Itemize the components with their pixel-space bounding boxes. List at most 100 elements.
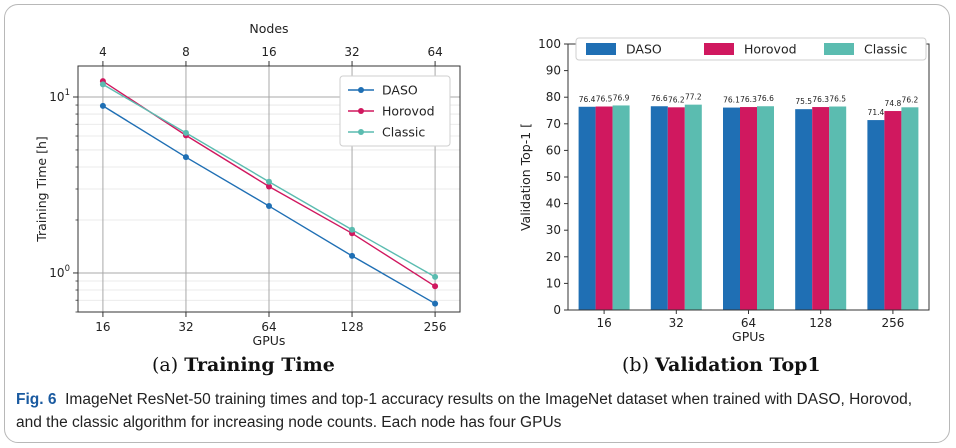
data-point-classic-0 <box>99 81 106 88</box>
caption-label: Fig. 6 <box>16 391 57 408</box>
data-point-classic-3 <box>349 226 356 233</box>
data-label-daso-64: 76.1 <box>723 96 740 105</box>
subcaption-b: (b) Validation Top1 <box>622 354 821 376</box>
data-label-horovod-32: 76.2 <box>668 95 685 104</box>
bar-classic-64 <box>757 106 774 310</box>
bar-horovod-256 <box>884 111 902 310</box>
x-tick-label-2: 64 <box>261 320 276 334</box>
x2-axis-label: Nodes <box>249 21 288 36</box>
data-point-daso-4 <box>432 300 439 307</box>
y-tick-label-4: 40 <box>546 197 561 211</box>
bar-daso-256 <box>867 120 885 311</box>
y-tick-label-9: 90 <box>546 64 561 78</box>
bar-daso-64 <box>723 107 740 310</box>
data-label-daso-16: 76.4 <box>579 95 596 104</box>
bar-horovod-16 <box>595 106 613 310</box>
y-tick-label-5: 50 <box>546 170 561 184</box>
bar-classic-32 <box>684 104 702 310</box>
subcaption-a-title: Training Time <box>184 354 335 376</box>
data-label-classic-32: 77.2 <box>685 93 702 102</box>
bar-horovod-64 <box>740 107 757 311</box>
y-axis-label: Validation Top-1 [ <box>518 123 533 231</box>
data-point-classic-2 <box>266 178 272 185</box>
x-tick-label-4: 256 <box>424 320 447 334</box>
x-tick-label-1: 32 <box>669 316 684 330</box>
y-tick-label-0: 100 <box>49 264 70 280</box>
figure-frame <box>4 4 950 443</box>
x-tick-label-4: 256 <box>881 316 904 330</box>
x2-tick-label-2: 16 <box>261 45 276 59</box>
y-tick-label-1: 101 <box>49 88 70 104</box>
bar-classic-16 <box>612 105 630 310</box>
data-point-horovod-2 <box>266 183 272 190</box>
legend-label-horovod: Horovod <box>382 104 435 119</box>
y-tick-label-7: 70 <box>546 117 561 131</box>
legend-swatch-daso <box>586 43 616 55</box>
plot-frame <box>77 65 461 313</box>
legend-label-daso: DASO <box>626 42 662 57</box>
x-tick-label-3: 128 <box>341 320 364 334</box>
legend-box <box>339 75 451 147</box>
data-point-daso-3 <box>349 252 356 259</box>
data-label-daso-32: 76.6 <box>651 94 668 103</box>
data-label-horovod-256: 74.8 <box>885 99 902 108</box>
legend-marker-classic <box>358 129 364 135</box>
x2-tick-label-1: 8 <box>182 45 190 59</box>
caption-text: ImageNet ResNet-50 training times and to… <box>16 391 913 431</box>
y-tick-label-1: 10 <box>546 276 561 290</box>
legend-marker-daso <box>358 87 364 93</box>
bar-classic-256 <box>901 107 919 310</box>
subcaption-b-prefix: (b) <box>622 354 649 376</box>
legend-swatch-horovod <box>704 43 734 55</box>
legend-label-classic: Classic <box>864 42 907 57</box>
bar-horovod-128 <box>812 107 830 311</box>
y-tick-label-6: 60 <box>546 143 561 157</box>
legend-label-classic: Classic <box>382 125 425 140</box>
data-label-classic-256: 76.2 <box>902 95 919 104</box>
data-point-classic-1 <box>182 129 189 136</box>
data-label-horovod-128: 76.3 <box>812 95 829 104</box>
y-tick-label-3: 30 <box>546 223 561 237</box>
x-tick-label-0: 16 <box>95 320 110 334</box>
y-tick-label-8: 80 <box>546 90 561 104</box>
legend-swatch-classic <box>824 43 854 55</box>
bar-daso-32 <box>650 106 668 310</box>
x2-tick-label-4: 64 <box>427 45 442 59</box>
training-time-chart: 10010116432864161283225664GPUsNodesTrain… <box>34 21 461 348</box>
x2-tick-label-0: 4 <box>99 45 107 59</box>
data-label-classic-128: 76.5 <box>829 95 846 104</box>
data-label-horovod-16: 76.5 <box>596 95 613 104</box>
y-tick-label-0: 0 <box>553 303 561 317</box>
x-tick-label-3: 128 <box>809 316 832 330</box>
x-tick-label-2: 64 <box>741 316 756 330</box>
subcaption-b-title: Validation Top1 <box>655 354 821 376</box>
legend-marker-horovod <box>358 108 364 114</box>
subcaption-a: (a) Training Time <box>152 354 335 376</box>
data-label-daso-256: 71.4 <box>868 108 885 117</box>
data-label-classic-64: 76.6 <box>757 94 774 103</box>
data-label-daso-128: 75.5 <box>795 97 812 106</box>
subcaption-a-prefix: (a) <box>152 354 179 376</box>
data-point-daso-1 <box>182 154 189 161</box>
data-label-classic-16: 76.9 <box>613 93 630 102</box>
x-axis-label: GPUs <box>732 329 765 344</box>
data-point-classic-4 <box>432 273 439 280</box>
legend-label-daso: DASO <box>382 83 418 98</box>
x-tick-label-1: 32 <box>178 320 193 334</box>
y-axis-label: Training Time [h] <box>34 136 49 243</box>
bar-daso-16 <box>578 106 596 310</box>
data-label-horovod-64: 76.3 <box>740 95 757 104</box>
data-point-daso-0 <box>99 102 106 109</box>
data-point-daso-2 <box>266 203 272 210</box>
figure-caption: Fig. 6 ImageNet ResNet-50 training times… <box>16 388 941 434</box>
y-tick-label-2: 20 <box>546 250 561 264</box>
x2-tick-label-3: 32 <box>344 45 359 59</box>
bar-horovod-32 <box>667 107 685 310</box>
y-tick-label-10: 100 <box>538 37 561 51</box>
bar-daso-128 <box>795 109 813 310</box>
x-axis-label: GPUs <box>253 333 286 348</box>
data-point-horovod-4 <box>432 283 439 290</box>
legend-label-horovod: Horovod <box>744 42 797 57</box>
